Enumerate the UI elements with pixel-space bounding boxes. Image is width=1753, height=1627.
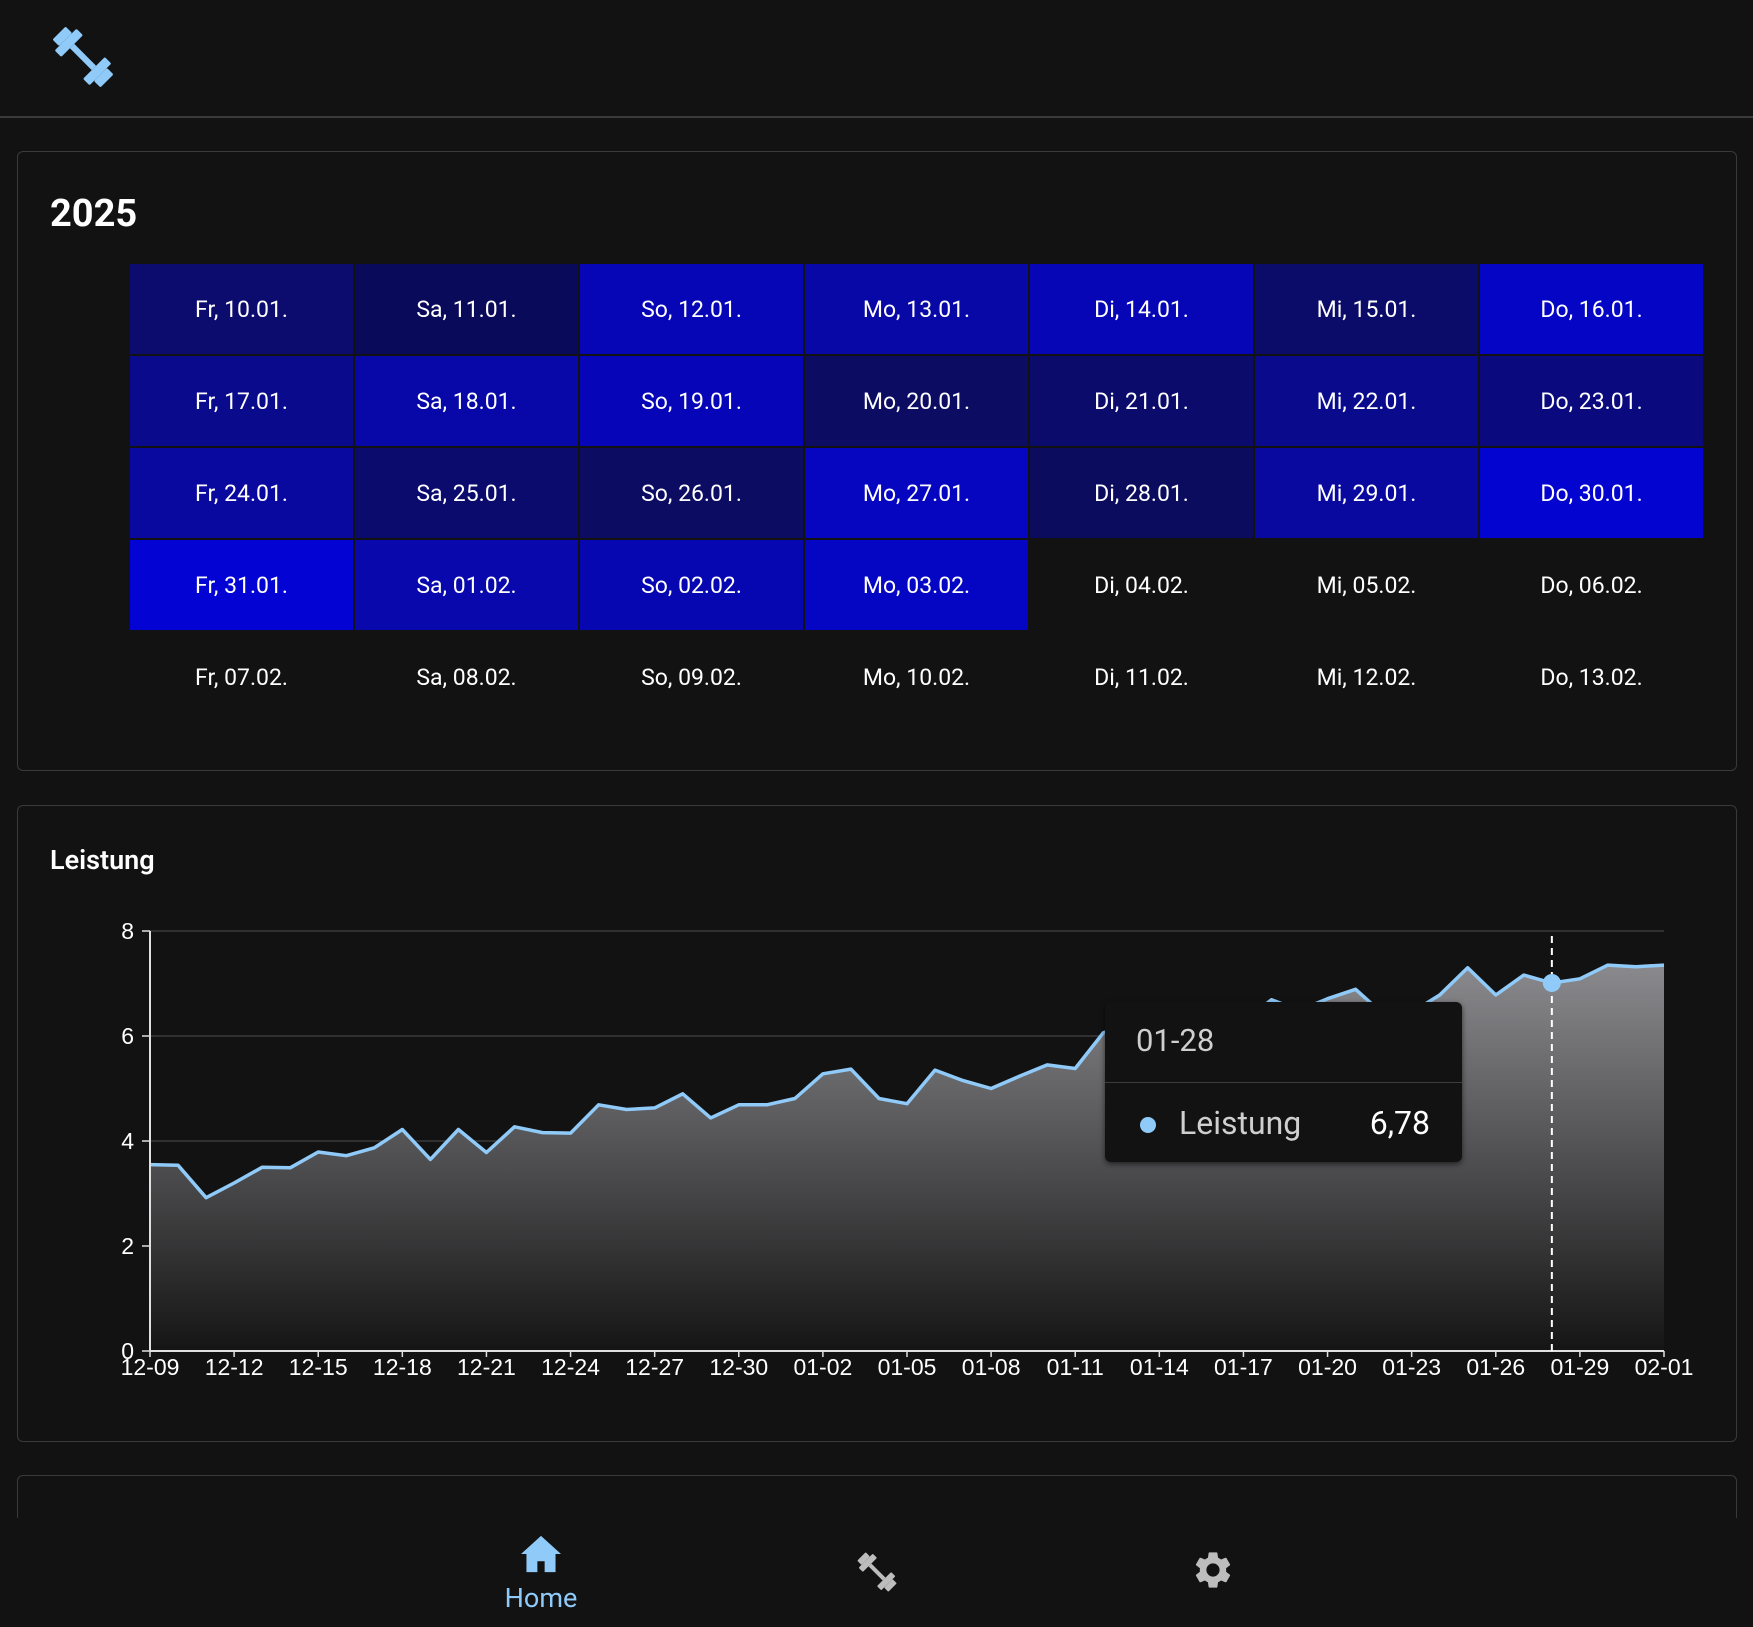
x-tick-label: 12-27 [625, 1354, 684, 1380]
tooltip-series-dot [1140, 1117, 1156, 1133]
x-tick-label: 12-18 [373, 1354, 432, 1380]
x-tick-label: 01-26 [1466, 1354, 1525, 1380]
x-tick-label: 12-21 [457, 1354, 516, 1380]
calendar-day[interactable]: Fr, 17.01. [130, 356, 353, 446]
calendar-day[interactable]: Do, 23.01. [1480, 356, 1703, 446]
x-tick-label: 01-20 [1298, 1354, 1357, 1380]
calendar-day[interactable]: Sa, 08.02. [416, 663, 517, 691]
x-tick-label: 01-11 [1047, 1354, 1104, 1380]
x-tick-label: 01-05 [878, 1354, 937, 1380]
x-tick-label: 01-23 [1382, 1354, 1441, 1380]
calendar-day[interactable]: Mi, 22.01. [1255, 356, 1478, 446]
calendar-day[interactable]: Di, 04.02. [1094, 571, 1189, 599]
calendar-day[interactable]: Do, 30.01. [1480, 448, 1703, 538]
gear-icon [1195, 1552, 1231, 1588]
tooltip-value: 6,78 [1369, 1104, 1430, 1142]
calendar-day[interactable]: Mo, 03.02. [805, 540, 1028, 630]
dumbbell-icon[interactable] [46, 20, 120, 94]
calendar-day[interactable]: Sa, 18.01. [355, 356, 578, 446]
calendar-day[interactable]: So, 09.02. [641, 663, 742, 691]
x-tick-label: 01-02 [793, 1354, 852, 1380]
calendar-day[interactable]: Di, 14.01. [1030, 264, 1253, 354]
y-tick-label: 8 [121, 918, 134, 944]
calendar-day[interactable]: Sa, 25.01. [355, 448, 578, 538]
home-icon [521, 1535, 561, 1573]
calendar-day[interactable]: Mo, 10.02. [862, 663, 971, 691]
y-tick-label: 0 [121, 1338, 134, 1364]
x-tick-label: 12-24 [541, 1354, 600, 1380]
tooltip-divider [1105, 1082, 1462, 1083]
hover-marker [1542, 973, 1561, 992]
calendar-day[interactable]: So, 12.01. [580, 264, 803, 354]
nav-home[interactable]: Home [461, 1518, 621, 1627]
calendar-day[interactable]: So, 26.01. [580, 448, 803, 538]
tooltip-date: 01-28 [1136, 1022, 1215, 1059]
y-tick-label: 2 [121, 1233, 134, 1259]
calendar-day[interactable]: Sa, 11.01. [355, 264, 578, 354]
calendar-day[interactable]: Fr, 10.01. [130, 264, 353, 354]
chart-title: Leistung [50, 844, 155, 876]
calendar-day[interactable]: Mi, 12.02. [1316, 663, 1417, 691]
dumbbell-icon [857, 1552, 897, 1592]
x-tick-label: 01-08 [962, 1354, 1021, 1380]
calendar-day[interactable]: Mo, 20.01. [805, 356, 1028, 446]
calendar-day[interactable]: So, 02.02. [580, 540, 803, 630]
calendar-day[interactable]: Sa, 01.02. [355, 540, 578, 630]
calendar-day[interactable]: Mo, 13.01. [805, 264, 1028, 354]
calendar-day[interactable]: Fr, 07.02. [195, 663, 288, 691]
chart-tooltip: 01-28 Leistung 6,78 [1105, 1002, 1462, 1162]
calendar-day[interactable]: Mo, 27.01. [805, 448, 1028, 538]
x-tick-label: 01-17 [1214, 1354, 1273, 1380]
app-bar [0, 0, 1753, 118]
calendar-day[interactable]: Do, 06.02. [1540, 571, 1643, 599]
x-tick-label: 01-14 [1130, 1354, 1189, 1380]
calendar-day[interactable]: Di, 28.01. [1030, 448, 1253, 538]
calendar-day[interactable]: Di, 21.01. [1030, 356, 1253, 446]
calendar-day[interactable]: So, 19.01. [580, 356, 803, 446]
calendar-day[interactable]: Mi, 15.01. [1255, 264, 1478, 354]
calendar-day[interactable]: Di, 11.02. [1094, 663, 1189, 691]
x-tick-label: 12-15 [289, 1354, 348, 1380]
y-tick-label: 4 [121, 1128, 134, 1154]
nav-workouts[interactable] [797, 1518, 957, 1627]
x-tick-label: 02-01 [1635, 1354, 1694, 1380]
y-tick-label: 6 [121, 1023, 134, 1049]
x-tick-label: 12-09 [121, 1354, 180, 1380]
x-tick-label: 12-30 [709, 1354, 768, 1380]
x-tick-label: 01-29 [1550, 1354, 1609, 1380]
calendar-day[interactable]: Fr, 31.01. [130, 540, 353, 630]
calendar-grid: Fr, 10.01. Sa, 11.01. So, 12.01. Mo, 13.01.… [130, 264, 1703, 722]
x-tick-label: 12-12 [205, 1354, 264, 1380]
calendar-day[interactable]: Mi, 29.01. [1255, 448, 1478, 538]
calendar-day[interactable]: Mi, 05.02. [1316, 571, 1417, 599]
calendar-day[interactable]: Fr, 24.01. [130, 448, 353, 538]
tooltip-series-name: Leistung [1179, 1104, 1302, 1142]
bottom-navigation: Home [0, 1518, 1753, 1627]
nav-settings[interactable] [1133, 1518, 1293, 1627]
calendar-day[interactable]: Do, 16.01. [1480, 264, 1703, 354]
calendar-card: 2025 Fr, 10.01. Sa, 11.01. So, 12.01. Mo, 1… [17, 151, 1737, 771]
calendar-year: 2025 [50, 192, 138, 236]
calendar-day[interactable]: Do, 13.02. [1540, 663, 1643, 691]
nav-home-label: Home [504, 1582, 578, 1614]
